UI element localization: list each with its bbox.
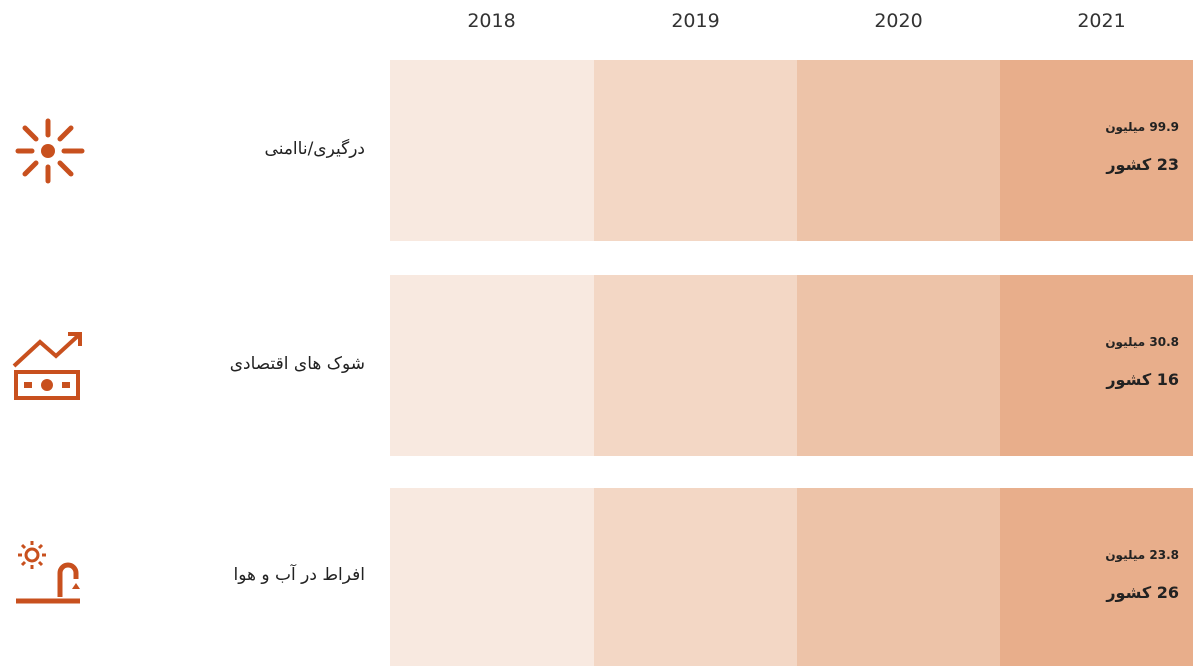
people-count: 99.9 میلیون: [1105, 120, 1179, 134]
year-cell: [594, 488, 797, 666]
country-count: 16 کشور: [1106, 370, 1179, 389]
year-cell: [594, 275, 797, 456]
row-icon: [10, 113, 86, 193]
people-count: 30.8 میلیون: [1105, 335, 1179, 349]
year-header: 2020: [874, 10, 923, 32]
year-cell: [390, 275, 594, 456]
row-icon: [10, 328, 90, 408]
year-cell: [797, 275, 1000, 456]
people-count: 23.8 میلیون: [1105, 548, 1179, 562]
year-cell: [594, 60, 797, 241]
row-label: شوک های اقتصادی: [229, 353, 365, 374]
year-header: 2019: [671, 10, 720, 32]
year-cell: [1000, 60, 1193, 241]
icon-graphic: [12, 331, 82, 400]
year-cell: [390, 60, 594, 241]
icon-graphic: [15, 118, 85, 183]
country-count: 26 کشور: [1106, 583, 1179, 602]
year-cell: [797, 60, 1000, 241]
year-header: 2021: [1077, 10, 1126, 32]
year-cell: [390, 488, 594, 666]
icon-graphic: [16, 541, 80, 604]
country-count: 23 کشور: [1106, 155, 1179, 174]
year-cell: [797, 488, 1000, 666]
year-header: 2018: [467, 10, 516, 32]
row-label: افراط در آب و هوا: [233, 565, 365, 585]
row-label: درگیری/ناامنی: [264, 138, 365, 159]
year-cell: [1000, 488, 1193, 666]
row-icon: [10, 539, 86, 619]
year-cell: [1000, 275, 1193, 456]
